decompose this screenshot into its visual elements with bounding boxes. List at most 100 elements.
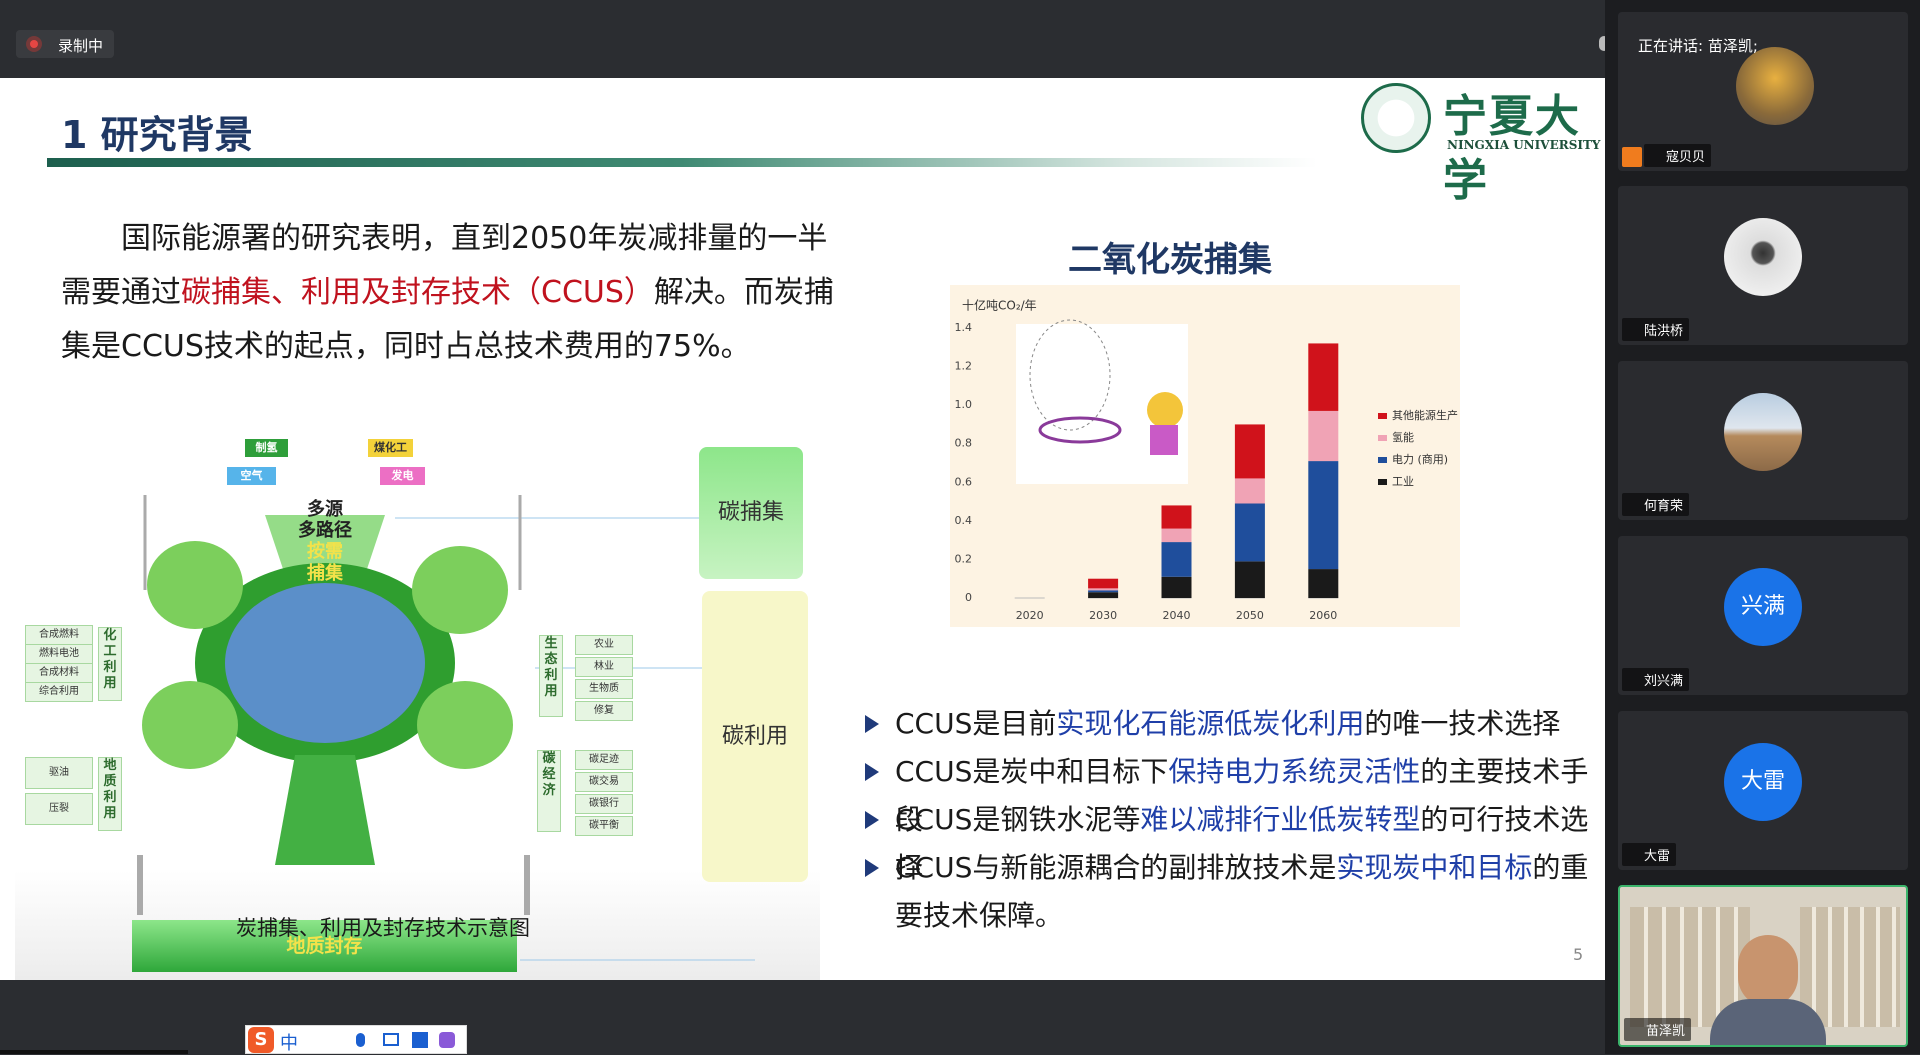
bar-segment <box>1161 576 1192 598</box>
bullet-text: 的可行技术选择 <box>895 803 1589 884</box>
x-tick-label: 2020 <box>1016 609 1044 622</box>
bar-segment <box>1234 478 1265 504</box>
leaf <box>142 681 238 769</box>
avatar <box>1736 47 1814 125</box>
leaf <box>147 541 243 629</box>
participant-tile[interactable]: 陆洪桥 <box>1618 186 1908 345</box>
item-label: 修复 <box>575 701 633 721</box>
bar-segment <box>1088 592 1119 598</box>
text: 国际能源署的研究表明，直到2050年炭减排量的一半需要通过 <box>61 221 828 310</box>
ime-logo: S <box>248 1027 274 1053</box>
university-seal <box>1361 83 1431 153</box>
bullet-text: CCUS与新能源耦合的副排放技术是 <box>895 851 1337 884</box>
x-tick-label: 2040 <box>1163 609 1191 622</box>
category-label: 生态利用 <box>539 635 563 717</box>
bar-segment <box>1234 424 1265 479</box>
tree-center <box>225 583 425 743</box>
item-label: 驱油 <box>25 757 93 789</box>
illustration-figure <box>1147 392 1183 428</box>
bar-segment <box>1088 588 1119 591</box>
bar-segment <box>1088 590 1119 593</box>
bullet-text: CCUS是炭中和目标下 <box>895 755 1169 788</box>
bar-segment <box>1308 461 1339 570</box>
bar-segment <box>1088 578 1119 589</box>
video-background <box>1800 907 1900 1027</box>
bottom-bar: S 中 <box>0 980 1605 1054</box>
legend-swatch <box>1378 413 1387 419</box>
item-label: 燃料电池 <box>25 644 93 664</box>
recording-chip[interactable] <box>16 30 114 58</box>
ccus-diagram: 制氢 煤化工 空气 发电 多源 多路径 按需 捕集 碳捕集 碳利用 地质封存 化… <box>15 435 820 980</box>
ime-mode[interactable]: 中 <box>280 1033 298 1054</box>
item-label: 碳银行 <box>575 794 633 814</box>
participant-tile[interactable]: 何育荣 <box>1618 361 1908 520</box>
bullet-text: 的唯一技术选择 <box>1364 707 1561 740</box>
item-label: 压裂 <box>25 793 93 825</box>
ime-mic[interactable] <box>356 1033 365 1047</box>
item-label: 合成燃料 <box>25 625 93 645</box>
ime-tools[interactable] <box>439 1032 455 1048</box>
page-number: 5 <box>1573 945 1584 964</box>
text: 解决。而炭捕集是CCUS技术的起点，同时占总技术费用的75%。 <box>61 275 834 364</box>
leaf <box>417 681 513 769</box>
y-tick-label: 0.4 <box>955 514 973 527</box>
intro-paragraph: 国际能源署的研究表明，直到2050年炭减排量的一半需要通过碳捕集、利用及封存技术… <box>61 212 851 374</box>
bullet-text: CCUS是钢铁水泥等 <box>895 803 1141 836</box>
participant-tile[interactable]: 兴满 刘兴满 <box>1618 536 1908 695</box>
bar-segment <box>1161 505 1192 529</box>
taskbar-edge <box>0 1050 188 1054</box>
avatar: 大雷 <box>1724 743 1802 821</box>
participant-name: 刘兴满 <box>1622 668 1690 691</box>
participant-name: 寇贝贝 <box>1644 144 1712 167</box>
ime-toolbar[interactable]: S 中 <box>245 1025 467 1054</box>
y-tick-label: 0.2 <box>955 552 973 565</box>
ime-keyboard[interactable] <box>383 1033 399 1046</box>
bullet-highlight: 实现化石能源低炭化利用 <box>1056 707 1365 740</box>
category-label: 化工利用 <box>98 627 122 701</box>
bar-segment <box>1308 410 1339 462</box>
source-label: 煤化工 <box>368 439 413 457</box>
participant-name: 苗泽凯 <box>1624 1018 1692 1041</box>
legend-label: 电力 (商用) <box>1392 452 1448 466</box>
legend-swatch <box>1378 479 1387 485</box>
highlight: 碳捕集、利用及封存技术（CCUS） <box>181 275 654 310</box>
center-label: 多路径 <box>298 520 352 541</box>
avatar <box>1724 218 1802 296</box>
slide: 1 研究背景 宁夏大学 NINGXIA UNIVERSITY 国际能源署的研究表… <box>0 78 1605 980</box>
storage-box: 地质封存 <box>132 920 517 972</box>
chart: 十亿吨CO₂/年 0 0.2 0.4 0.6 0.8 1.0 1.2 1.4 2020 2030 2… <box>950 285 1460 627</box>
title-rule <box>47 158 1317 167</box>
bullet-text: CCUS是目前 <box>895 707 1057 740</box>
legend-swatch <box>1378 435 1387 441</box>
university-name: 宁夏大学 <box>1443 91 1581 206</box>
bar-segment <box>1161 528 1192 543</box>
y-tick-label: 0.6 <box>955 475 973 488</box>
avatar <box>1724 393 1802 471</box>
item-label: 碳平衡 <box>575 816 633 836</box>
bullet-arrow <box>865 715 879 733</box>
bullet-highlight: 保持电力系统灵活性 <box>1168 755 1421 788</box>
diagram-caption: 炭捕集、利用及封存技术示意图 <box>236 916 530 940</box>
source-label: 发电 <box>380 467 425 485</box>
slide-title: 1 研究背景 <box>61 113 253 157</box>
bullet-text: 的重要技术保障。 <box>895 851 1589 932</box>
item-label: 碳足迹 <box>575 750 633 770</box>
video-person <box>1738 935 1798 1007</box>
y-tick-label: 1.4 <box>955 321 973 334</box>
item-label: 碳交易 <box>575 772 633 792</box>
chart-title: 二氧化炭捕集 <box>1068 240 1272 280</box>
category-label: 碳经济 <box>537 750 561 832</box>
item-label: 农业 <box>575 635 633 655</box>
participant-tile[interactable]: 苗泽凯 <box>1618 885 1908 1047</box>
video-person <box>1710 999 1826 1045</box>
y-tick-label: 1.2 <box>955 360 973 373</box>
participant-tile[interactable]: 大雷 大雷 <box>1618 711 1908 870</box>
participant-panel: 正在讲话: 苗泽凯; 寇贝贝 陆洪桥 何育荣 兴满 刘兴满 大雷 大雷 苗泽凯 <box>1605 0 1920 1054</box>
bar-segment <box>1234 503 1265 562</box>
participant-tile[interactable]: 寇贝贝 <box>1618 12 1908 171</box>
y-axis-label: 十亿吨CO₂/年 <box>962 298 1037 313</box>
center-label: 捕集 <box>307 563 343 584</box>
ime-skin[interactable] <box>412 1032 428 1048</box>
leaf <box>412 546 508 634</box>
center-label: 按需 <box>307 541 343 562</box>
